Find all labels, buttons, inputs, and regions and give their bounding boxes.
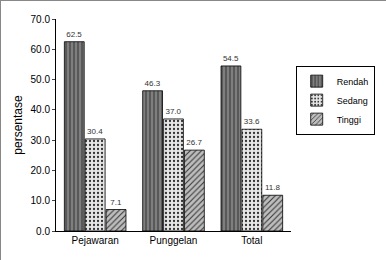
svg-text:persentase: persentase: [11, 95, 25, 155]
svg-text:Tinggi: Tinggi: [337, 115, 361, 125]
svg-text:50.0: 50.0: [31, 74, 51, 85]
svg-text:Pejawaran: Pejawaran: [72, 235, 119, 246]
svg-text:62.5: 62.5: [66, 30, 82, 39]
svg-text:37.0: 37.0: [165, 107, 181, 116]
svg-text:70.0: 70.0: [31, 14, 51, 25]
svg-text:46.3: 46.3: [145, 79, 161, 88]
svg-text:7.1: 7.1: [110, 198, 122, 207]
svg-text:30.0: 30.0: [31, 135, 51, 146]
svg-text:20.0: 20.0: [31, 165, 51, 176]
svg-text:60.0: 60.0: [31, 44, 51, 55]
svg-text:54.5: 54.5: [223, 54, 239, 63]
svg-text:26.7: 26.7: [186, 138, 202, 147]
svg-text:40.0: 40.0: [31, 104, 51, 115]
svg-text:33.6: 33.6: [244, 117, 260, 126]
svg-text:11.8: 11.8: [265, 183, 281, 192]
svg-text:Rendah: Rendah: [337, 77, 369, 87]
svg-text:0.0: 0.0: [36, 226, 50, 237]
svg-text:Total: Total: [241, 235, 262, 246]
svg-text:10.0: 10.0: [31, 195, 51, 206]
svg-text:30.4: 30.4: [87, 127, 103, 136]
svg-text:Punggelan: Punggelan: [150, 235, 198, 246]
svg-text:Sedang: Sedang: [337, 96, 368, 106]
